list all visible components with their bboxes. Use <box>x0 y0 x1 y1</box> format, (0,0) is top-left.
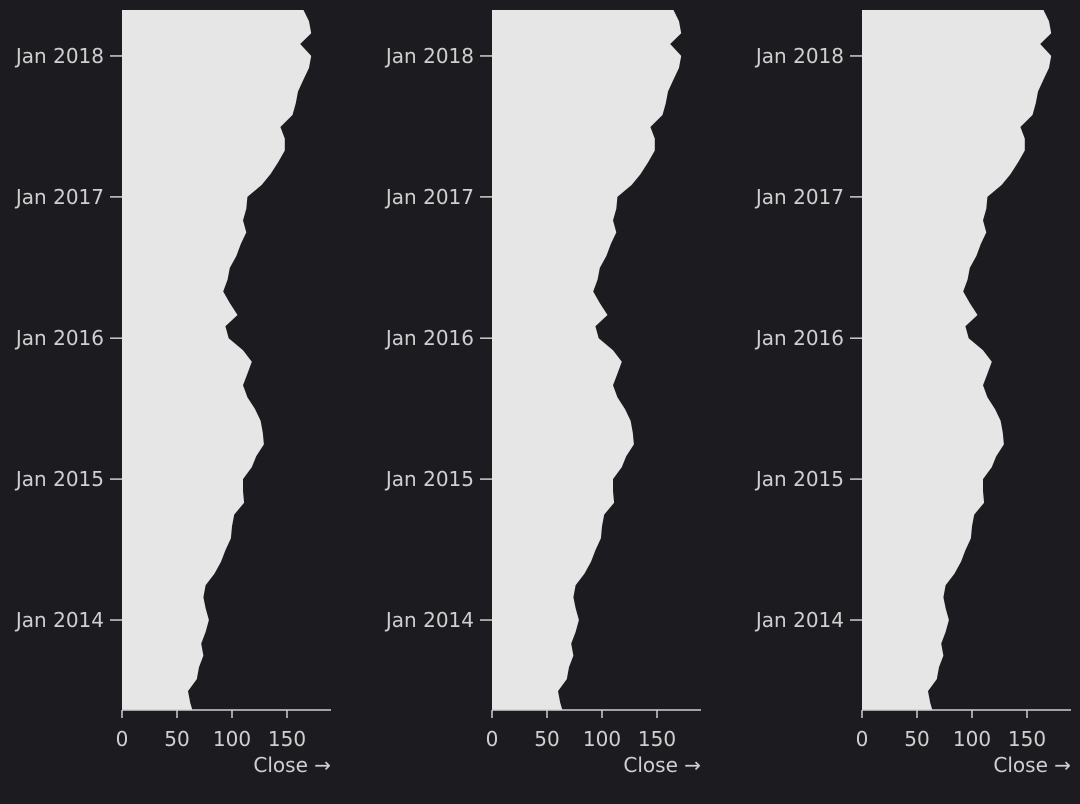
x-tick-label: 0 <box>856 727 869 751</box>
x-tick-label: 150 <box>638 727 676 751</box>
y-tick-label: Jan 2014 <box>14 608 104 632</box>
y-tick-label: Jan 2016 <box>754 326 844 350</box>
x-tick-label: 50 <box>164 727 189 751</box>
y-tick-label: Jan 2016 <box>384 326 474 350</box>
x-axis-label: Close → <box>993 753 1071 777</box>
y-tick-label: Jan 2017 <box>754 185 844 209</box>
x-tick-label: 100 <box>583 727 621 751</box>
x-axis-label: Close → <box>253 753 331 777</box>
y-tick-label: Jan 2016 <box>14 326 104 350</box>
x-tick-label: 50 <box>904 727 929 751</box>
close-area <box>492 10 682 710</box>
x-tick-label: 150 <box>268 727 306 751</box>
x-tick-label: 100 <box>953 727 991 751</box>
x-tick-label: 100 <box>213 727 251 751</box>
close-area <box>862 10 1052 710</box>
y-tick-label: Jan 2014 <box>754 608 844 632</box>
x-tick-label: 150 <box>1008 727 1046 751</box>
y-tick-label: Jan 2018 <box>14 44 104 68</box>
y-tick-label: Jan 2018 <box>384 44 474 68</box>
y-tick-label: Jan 2015 <box>754 467 844 491</box>
panel-1: Jan 2014 Jan 2015 Jan 2016 Jan 2017 Jan 2018… <box>14 10 331 777</box>
y-tick-label: Jan 2017 <box>384 185 474 209</box>
close-area <box>122 10 312 710</box>
x-tick-label: 50 <box>534 727 559 751</box>
y-tick-label: Jan 2017 <box>14 185 104 209</box>
x-tick-label: 0 <box>116 727 129 751</box>
y-tick-label: Jan 2014 <box>384 608 474 632</box>
panel-3: Jan 2014 Jan 2015 Jan 2016 Jan 2017 Jan 2018… <box>754 10 1071 777</box>
y-tick-label: Jan 2015 <box>14 467 104 491</box>
panel-2: Jan 2014 Jan 2015 Jan 2016 Jan 2017 Jan 2018… <box>384 10 701 777</box>
y-tick-label: Jan 2018 <box>754 44 844 68</box>
y-tick-label: Jan 2015 <box>384 467 474 491</box>
x-tick-label: 0 <box>486 727 499 751</box>
x-axis-label: Close → <box>623 753 701 777</box>
